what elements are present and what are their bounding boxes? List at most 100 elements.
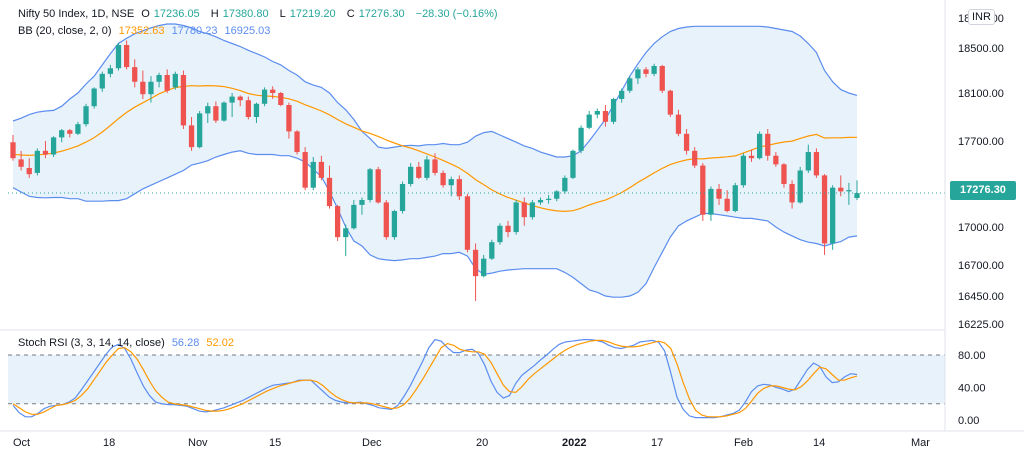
candle[interactable] xyxy=(107,64,114,78)
candle[interactable] xyxy=(651,63,657,77)
candle[interactable] xyxy=(821,174,828,255)
candle[interactable] xyxy=(578,125,584,154)
candle[interactable] xyxy=(537,197,544,205)
candle[interactable] xyxy=(205,102,211,123)
candle[interactable] xyxy=(42,141,49,159)
candle[interactable] xyxy=(472,243,479,301)
candle[interactable] xyxy=(545,195,552,204)
candle[interactable] xyxy=(302,147,308,191)
candle[interactable] xyxy=(18,150,24,171)
candle[interactable] xyxy=(132,59,138,88)
candle[interactable] xyxy=(245,96,251,120)
candle[interactable] xyxy=(675,109,682,137)
candle[interactable] xyxy=(123,40,130,70)
candle[interactable] xyxy=(50,136,57,157)
candle[interactable] xyxy=(408,163,414,187)
candle[interactable] xyxy=(261,87,268,107)
candle[interactable] xyxy=(773,152,779,167)
candle[interactable] xyxy=(213,101,219,123)
candle[interactable] xyxy=(229,93,235,117)
candle[interactable] xyxy=(375,166,381,204)
candle[interactable] xyxy=(692,147,698,169)
candle[interactable] xyxy=(399,181,406,214)
candle[interactable] xyxy=(497,223,503,245)
candle[interactable] xyxy=(529,199,536,220)
candle[interactable] xyxy=(586,111,592,129)
candle[interactable] xyxy=(180,70,187,130)
candle[interactable] xyxy=(505,220,511,238)
candle[interactable] xyxy=(391,209,398,240)
price-pane[interactable] xyxy=(8,23,945,301)
candle[interactable] xyxy=(594,108,600,119)
candle[interactable] xyxy=(253,102,260,123)
candle[interactable] xyxy=(748,149,755,162)
candle[interactable] xyxy=(26,158,32,178)
candle[interactable] xyxy=(156,72,162,88)
candle[interactable] xyxy=(635,67,641,84)
candle[interactable] xyxy=(781,163,787,188)
candle[interactable] xyxy=(10,135,16,161)
candle[interactable] xyxy=(432,153,438,176)
candle[interactable] xyxy=(367,168,373,203)
candle[interactable] xyxy=(464,193,471,253)
candle[interactable] xyxy=(562,175,568,194)
candle[interactable] xyxy=(521,197,527,226)
candle[interactable] xyxy=(140,70,146,100)
candle[interactable] xyxy=(75,121,81,135)
candle[interactable] xyxy=(172,71,178,90)
candle[interactable] xyxy=(716,184,722,205)
candle[interactable] xyxy=(846,182,852,205)
candle[interactable] xyxy=(481,254,487,278)
candle[interactable] xyxy=(294,130,300,155)
candle[interactable] xyxy=(424,155,430,181)
candle[interactable] xyxy=(813,148,820,178)
candle[interactable] xyxy=(326,165,333,209)
candle[interactable] xyxy=(164,69,170,93)
candle[interactable] xyxy=(570,149,576,180)
candle[interactable] xyxy=(740,153,747,188)
candle[interactable] xyxy=(221,101,227,122)
bb-label[interactable]: BB (20, close, 2, 0) xyxy=(18,25,112,37)
candle[interactable] xyxy=(830,185,836,250)
candle[interactable] xyxy=(83,103,89,127)
candle[interactable] xyxy=(489,239,495,260)
candle[interactable] xyxy=(805,144,811,173)
candle[interactable] xyxy=(99,71,105,92)
candle[interactable] xyxy=(310,156,316,191)
candle[interactable] xyxy=(448,176,454,197)
candle[interactable] xyxy=(318,155,325,181)
candle[interactable] xyxy=(278,91,284,107)
candle[interactable] xyxy=(188,117,195,151)
stoch-rsi-pane[interactable] xyxy=(8,338,945,419)
candle[interactable] xyxy=(59,129,65,143)
candle[interactable] xyxy=(237,95,243,107)
currency-badge[interactable]: INR xyxy=(968,9,995,25)
candle[interactable] xyxy=(334,204,341,241)
candle[interactable] xyxy=(91,87,97,109)
candle[interactable] xyxy=(619,88,625,103)
candle[interactable] xyxy=(197,111,203,149)
candle[interactable] xyxy=(708,186,714,221)
candle[interactable] xyxy=(765,129,771,161)
candle[interactable] xyxy=(756,131,763,160)
candle[interactable] xyxy=(554,190,560,202)
candle[interactable] xyxy=(359,197,365,215)
candle[interactable] xyxy=(383,199,389,240)
candle[interactable] xyxy=(643,67,649,78)
candle[interactable] xyxy=(683,129,690,155)
candle[interactable] xyxy=(351,199,357,230)
candle[interactable] xyxy=(440,170,446,188)
candle[interactable] xyxy=(659,64,665,93)
candle[interactable] xyxy=(627,76,633,93)
candle[interactable] xyxy=(700,163,706,221)
candle[interactable] xyxy=(456,175,462,200)
candle[interactable] xyxy=(513,199,519,235)
symbol-label[interactable]: Nifty 50 Index, 1D, NSE xyxy=(18,8,135,20)
candle[interactable] xyxy=(610,97,617,125)
candle[interactable] xyxy=(67,129,73,138)
candle[interactable] xyxy=(286,102,292,139)
candle[interactable] xyxy=(602,105,609,127)
candle[interactable] xyxy=(797,166,803,204)
candle[interactable] xyxy=(724,190,730,213)
